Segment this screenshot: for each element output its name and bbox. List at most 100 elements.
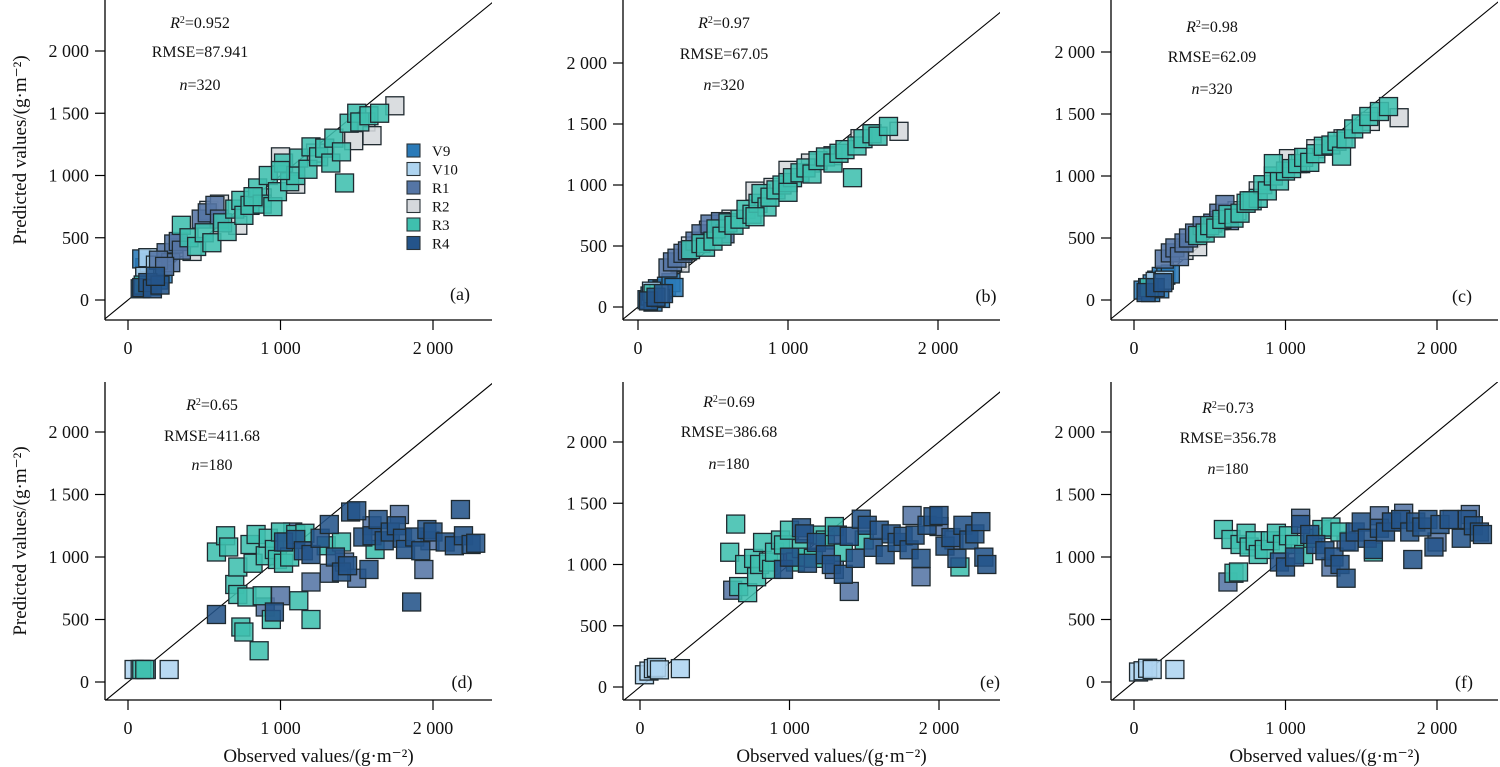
panel-tag: (f)	[1455, 672, 1473, 693]
data-point-r4	[977, 554, 997, 575]
data-point-r3	[1331, 146, 1352, 166]
y-tick-label: 500	[62, 610, 89, 630]
data-point-r3	[1263, 153, 1284, 174]
data-point-r3	[369, 103, 390, 123]
x-tick-label: 0	[1130, 718, 1139, 738]
legend-item-r3: R3	[406, 217, 450, 234]
legend: V9 V10 R1 R2 R3 R4	[406, 143, 458, 253]
y-tick-label: 0	[598, 677, 607, 697]
one-to-one-line	[1111, 382, 1498, 700]
panel-f: 0 500 1 000 1 500 2 000 0 1 000 2 000 R2=0.73 RMS…	[1055, 382, 1498, 767]
x-tick-label: 0	[634, 338, 643, 358]
x-tick-label: 0	[1130, 338, 1139, 358]
x-tick-label: 2 000	[413, 718, 454, 738]
data-point-r4	[845, 548, 865, 569]
y-tick-label: 0	[1086, 290, 1095, 310]
y-tick-label: 0	[80, 672, 89, 692]
y-tick-label: 1 000	[49, 547, 90, 567]
y-tick-label: 500	[580, 616, 607, 636]
y-tick-label: 1 500	[49, 103, 90, 123]
x-axis-title: Observed values/(g·m⁻²)	[223, 746, 413, 767]
n-label: n=320	[179, 77, 220, 94]
data-point-r3	[1378, 96, 1399, 117]
data-point-r3	[301, 609, 321, 630]
x-tick-label: 1 000	[1265, 338, 1306, 358]
data-point-r1	[911, 567, 931, 587]
n-label: n=320	[703, 77, 744, 94]
y-tick-label: 1 500	[49, 485, 90, 505]
data-point-r3	[1239, 191, 1259, 211]
data-point-r3	[289, 591, 309, 611]
panel-c: 0 500 1 000 1 500 2 000 0 1 000 2 000 R2=0.98 RMS…	[1055, 0, 1498, 358]
data-point-r4	[929, 505, 949, 526]
data-point-v10	[670, 658, 691, 679]
x-tick-label: 2 000	[918, 338, 959, 358]
r-squared-label: R2=0.69	[702, 394, 755, 412]
y-tick-label: 500	[1068, 228, 1095, 248]
y-tick-label: 2 000	[567, 53, 608, 73]
panel-b: 0 500 1 000 1 500 2 000 0 1 000 2 000 R2=0.97 RMS…	[567, 0, 1000, 358]
data-point-r1	[902, 505, 922, 526]
rmse-label: RMSE=356.78	[1180, 430, 1277, 447]
data-point-r1	[301, 572, 321, 592]
y-tick-label: 0	[1086, 672, 1095, 692]
legend-swatch	[406, 180, 421, 195]
n-label: n=180	[1207, 461, 1248, 478]
points	[124, 499, 486, 680]
x-axis-title: Observed values/(g·m⁻²)	[736, 746, 926, 767]
legend-label: R3	[432, 218, 450, 234]
legend-item-r4: R4	[406, 235, 450, 253]
data-point-r4	[653, 283, 674, 304]
x-tick-label: 2 000	[1417, 718, 1458, 738]
data-point-r1	[270, 586, 291, 606]
rmse-label: RMSE=386.68	[681, 424, 778, 441]
legend-label: V9	[432, 144, 450, 160]
legend-item-v9: V9	[406, 143, 450, 160]
points	[634, 505, 997, 685]
data-point-r4	[1472, 524, 1493, 545]
data-point-v10	[649, 660, 670, 680]
x-tick-label: 0	[636, 718, 645, 738]
data-point-r4	[319, 514, 339, 535]
rmse-label: RMSE=411.68	[164, 428, 260, 445]
data-point-v10	[1165, 659, 1185, 680]
data-point-r3	[135, 659, 155, 680]
data-point-r4	[1424, 537, 1444, 557]
x-tick-label: 2 000	[413, 338, 454, 358]
data-point-r3	[234, 622, 254, 642]
data-point-v10	[1142, 659, 1162, 680]
data-point-r4	[450, 499, 471, 520]
points	[637, 116, 909, 312]
y-tick-label: 1 000	[567, 555, 608, 575]
r-squared-label: R2=0.98	[1185, 19, 1238, 37]
data-point-r4	[797, 553, 818, 573]
data-point-r4	[1363, 539, 1384, 560]
data-point-r3	[243, 187, 263, 207]
data-point-r4	[911, 548, 931, 569]
data-point-r4	[779, 547, 800, 567]
data-point-r4	[264, 602, 285, 622]
y-tick-label: 500	[1068, 610, 1095, 630]
legend-swatch	[406, 217, 421, 232]
data-point-r4	[1403, 549, 1423, 570]
panel-e: 0 500 1 000 1 500 2 000 0 1 000 2 000 R2=0.69 RMS…	[567, 382, 1000, 767]
x-tick-label: 0	[124, 338, 133, 358]
y-tick-label: 1 000	[567, 175, 608, 195]
legend-swatch	[406, 198, 421, 214]
r-squared-label: R2=0.73	[1201, 400, 1254, 418]
panel-tag: (b)	[976, 286, 997, 307]
x-tick-label: 2 000	[1417, 338, 1458, 358]
data-point-r3	[842, 168, 863, 188]
y-tick-label: 2 000	[1055, 42, 1096, 62]
y-tick-label: 1 000	[1055, 547, 1096, 567]
panel-tag: (a)	[450, 284, 470, 305]
x-tick-label: 1 000	[768, 338, 809, 358]
data-point-r3	[778, 182, 798, 202]
legend-item-r1: R1	[406, 180, 450, 197]
data-point-r3	[334, 173, 355, 193]
y-tick-label: 500	[580, 236, 607, 256]
x-tick-label: 1 000	[769, 718, 810, 738]
data-point-r4	[359, 559, 379, 580]
data-point-v10	[159, 659, 179, 680]
